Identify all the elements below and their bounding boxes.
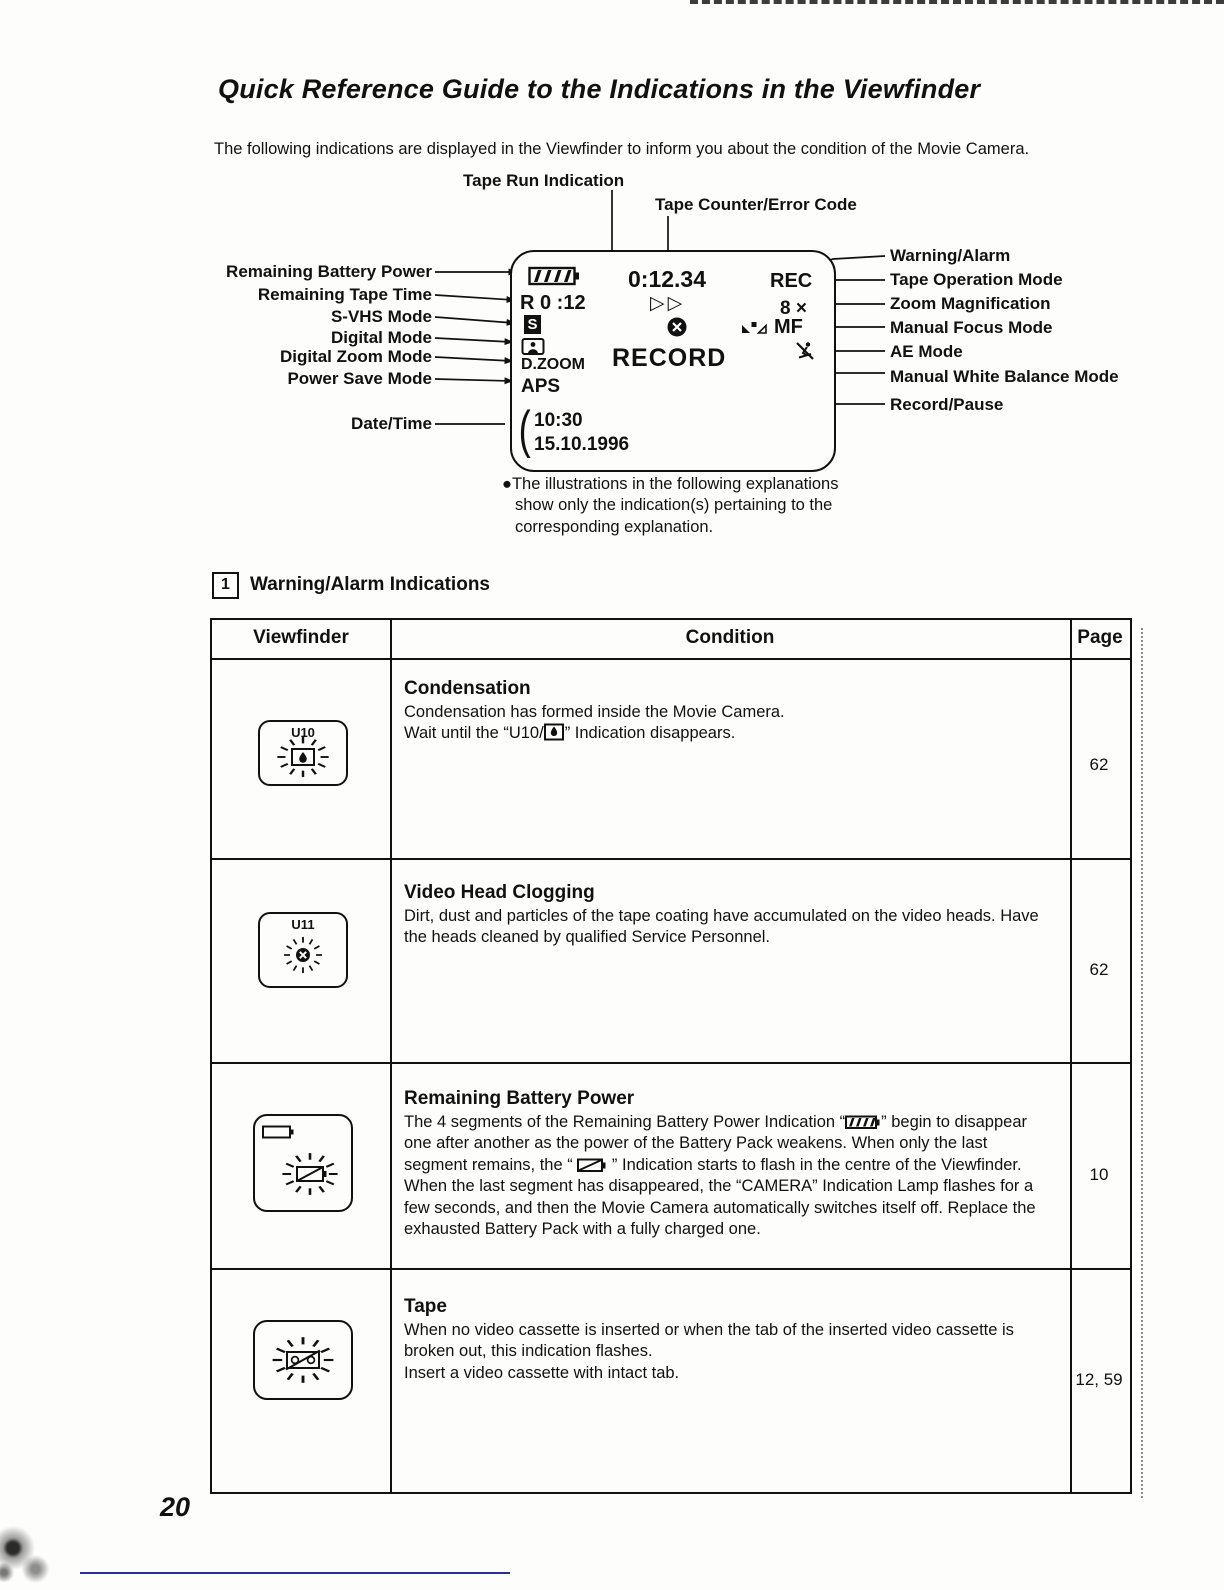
table-row-divider [212,858,1130,860]
viewfinder-cell [253,1114,353,1212]
column-header-page: Page [1077,627,1123,648]
viewfinder-cell: U11 [258,912,348,988]
date-time-brace: ( [518,401,531,459]
table-column-divider [390,620,392,1492]
condition-title: Remaining Battery Power [404,1088,635,1109]
scan-artifact-smudge [0,1520,76,1590]
label-digital-mode: Digital Mode [330,328,432,347]
viewfinder-display: R 0 :12 S D.ZOOM APS ( 10:30 15.10.1996 … [510,250,836,472]
section-number-box: 1 [212,572,239,599]
page-reference: 12, 59 [1075,1370,1123,1389]
column-header-viewfinder: Viewfinder [253,627,349,648]
note-line: corresponding explanation. [515,517,714,536]
column-header-condition: Condition [685,627,775,648]
label-remaining-battery-power: Remaining Battery Power [226,262,432,281]
label-ae-mode: AE Mode [890,342,963,361]
viewfinder-cell: U10 [258,720,348,786]
label-zoom-magnification: Zoom Magnification [890,294,1051,313]
battery-empty-icon [262,1125,294,1139]
digital-zoom-value: D.ZOOM [521,356,585,373]
condition-title: Tape [404,1296,447,1317]
label-record-pause: Record/Pause [890,395,1004,414]
condition-title: Video Head Clogging [404,882,595,903]
warning-alarm-table: Viewfinder Condition Page U10 Condensati… [210,618,1132,1494]
power-save-value: APS [521,376,561,397]
manual-focus-value: MF [774,316,803,338]
condition-text: Dirt, dust and particles of the tape coa… [404,907,1039,947]
condition-body: Condensation has formed inside the Movie… [404,702,1052,745]
condition-text: Condensation has formed inside the Movie… [404,703,785,721]
table-column-divider [1070,620,1072,1492]
cassette-flashing-icon [272,1337,334,1383]
condition-text: When no video cassette is inserted or wh… [404,1321,1014,1361]
condition-body: Dirt, dust and particles of the tape coa… [404,906,1052,949]
scan-artifact-right-edge [1141,628,1143,1498]
diagram-note: ●The illustrations in the following expl… [502,474,839,538]
condition-title: Condensation [404,678,531,699]
condensation-icon-inline [543,723,564,741]
label-tape-run-indication: Tape Run Indication [463,171,625,190]
note-line: The illustrations in the following expla… [511,475,839,493]
label-date-time: Date/Time [351,414,432,433]
page-title: Quick Reference Guide to the Indications… [218,74,981,104]
viewfinder-cell [253,1320,353,1400]
bullet-icon: ● [502,475,512,493]
label-power-save-mode: Power Save Mode [287,369,432,388]
scan-artifact-blue-line [80,1572,510,1574]
label-remaining-tape-time: Remaining Tape Time [257,285,432,304]
svhs-mode-badge: S [524,315,541,334]
white-balance-icon [742,322,767,334]
table-row-divider [212,658,1130,660]
digital-mode-icon [521,338,545,355]
label-manual-white-balance-mode: Manual White Balance Mode [890,367,1119,386]
label-warning-alarm: Warning/Alarm [890,246,1011,265]
page-reference: 10 [1089,1165,1109,1184]
battery-full-icon-inline [845,1115,880,1129]
condition-text: The 4 segments of the Remaining Battery … [404,1113,1036,1239]
record-status-value: RECORD [612,344,727,372]
label-manual-focus-mode: Manual Focus Mode [890,318,1053,337]
page-reference: 62 [1089,960,1109,979]
battery-flashing-icon [282,1153,338,1195]
label-digital-zoom-mode: Digital Zoom Mode [279,347,432,366]
remaining-tape-time-value: R 0 :12 [520,292,586,314]
condition-text: Insert a video cassette with intact tab. [404,1363,680,1382]
table-row-divider [212,1062,1130,1064]
condition-body: When no video cassette is inserted or wh… [404,1320,1052,1384]
label-tape-counter-error-code: Tape Counter/Error Code [655,195,857,214]
folio-page-number: 20 [160,1492,191,1522]
page-reference: 62 [1089,755,1109,774]
warning-circle-x-icon [667,317,687,337]
head-clog-flashing-icon [284,936,322,974]
note-line: show only the indication(s) pertaining t… [515,496,833,515]
table-row-divider [212,1268,1130,1270]
condensation-flashing-icon [277,737,329,777]
condition-body: The 4 segments of the Remaining Battery … [404,1112,1052,1241]
label-tape-operation-mode: Tape Operation Mode [890,270,1063,289]
label-svhs-mode: S-VHS Mode [330,307,432,326]
scan-artifact-top-edge [690,0,1224,4]
tape-run-play-icon: ▷▷ [650,292,686,314]
ae-mode-sports-icon [796,342,814,360]
error-code: U10 [291,725,315,740]
date-value: 15.10.1996 [534,434,630,455]
error-code: U11 [291,917,315,932]
battery-full-icon [528,266,579,286]
rec-mode-value: REC [770,270,813,292]
zoom-magnification-value: 8 × [780,298,807,319]
condition-text: Wait until the “U10/” Indication disappe… [404,723,736,743]
battery-empty-icon-inline [577,1158,606,1172]
tape-counter-value: 0:12.34 [628,266,707,292]
intro-text: The following indications are displayed … [214,140,1030,158]
time-value: 10:30 [534,410,583,431]
section-title: Warning/Alarm Indications [250,574,490,595]
